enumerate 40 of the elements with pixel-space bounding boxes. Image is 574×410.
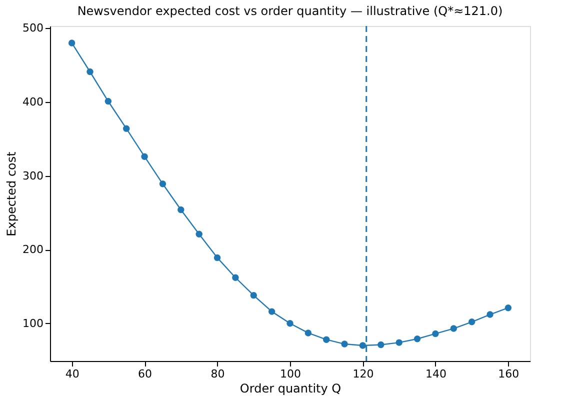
point xyxy=(86,68,94,76)
y-tick-label: 400 xyxy=(22,96,44,108)
chart-title: Newsvendor expected cost vs order quantity — illustrative (Q*≈121.0) xyxy=(77,4,503,18)
point xyxy=(323,336,330,343)
point xyxy=(359,342,366,349)
point xyxy=(486,311,494,318)
x-tick-label: 160 xyxy=(498,368,520,380)
x-tick-label: 140 xyxy=(425,368,446,380)
point xyxy=(214,254,221,262)
y-tick-label: 500 xyxy=(22,22,44,35)
x-tick-label: 80 xyxy=(210,368,225,380)
x-tick-label: 120 xyxy=(352,368,374,380)
x-axis-title: Order quantity Q xyxy=(240,382,342,396)
point xyxy=(378,341,384,348)
x-tick-label: 60 xyxy=(138,368,152,380)
x-tick-label: 100 xyxy=(280,368,301,380)
point xyxy=(68,40,76,46)
point xyxy=(159,180,166,188)
point xyxy=(141,153,148,160)
point xyxy=(178,206,184,214)
point xyxy=(104,98,112,105)
point xyxy=(232,274,239,281)
point xyxy=(432,330,439,338)
point xyxy=(286,320,294,327)
y-tick-label: 200 xyxy=(22,243,44,256)
x-tick-label: 40 xyxy=(65,368,80,380)
point xyxy=(450,325,457,332)
point xyxy=(504,304,512,312)
point xyxy=(250,292,257,299)
y-axis-title: Expected cost xyxy=(4,151,19,236)
point xyxy=(196,230,202,238)
y-tick-label: 300 xyxy=(22,169,44,182)
point xyxy=(268,308,276,315)
point xyxy=(123,125,130,132)
point xyxy=(396,339,402,346)
point xyxy=(468,318,476,326)
point xyxy=(304,330,312,336)
point xyxy=(341,340,348,348)
point xyxy=(414,336,421,342)
y-tick-label: 100 xyxy=(22,316,44,330)
